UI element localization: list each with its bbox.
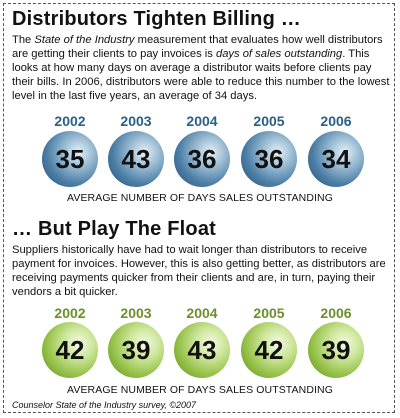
infographic-frame [3,3,395,413]
chart2-value-ball: 42 [42,322,98,378]
chart2-year-label: 2004 [186,305,218,321]
chart2-year-label: 2006 [320,305,352,321]
section2-paragraph: Suppliers historically have had to wait … [12,244,386,298]
section1-paragraph: The State of the Industry measurement th… [12,34,390,102]
chart2-value-ball: 42 [241,322,297,378]
chart1-value-ball: 35 [42,131,98,187]
chart1-year-label: 2002 [54,113,86,129]
source-note: Counselor State of the Industry survey, … [12,400,197,410]
section1-title: Distributors Tighten Billing … [12,8,301,30]
section2-title: … But Play The Float [12,218,217,240]
chart2-caption: AVERAGE NUMBER OF DAYS SALES OUTSTANDING [67,384,333,396]
chart1-year-label: 2003 [120,113,152,129]
chart1-values: 35 43 36 36 34 [0,131,400,191]
chart1-caption: AVERAGE NUMBER OF DAYS SALES OUTSTANDING [67,192,333,204]
chart1-year-label: 2006 [320,113,352,129]
chart1-value-ball: 34 [308,131,364,187]
chart2-years: 2002 2003 2004 2005 2006 [0,305,400,365]
chart2-value-ball: 39 [108,322,164,378]
chart2-year-label: 2002 [54,305,86,321]
chart1-years: 2002 2003 2004 2005 2006 [0,113,400,173]
chart2-value-ball: 43 [174,322,230,378]
chart1-year-label: 2004 [186,113,218,129]
chart1-value-ball: 36 [241,131,297,187]
chart2-value-ball: 39 [308,322,364,378]
chart1-value-ball: 36 [174,131,230,187]
chart1-year-label: 2005 [253,113,285,129]
chart1-value-ball: 43 [108,131,164,187]
chart2-year-label: 2005 [253,305,285,321]
chart2-year-label: 2003 [120,305,152,321]
chart2-values: 42 39 43 42 39 [0,322,400,382]
